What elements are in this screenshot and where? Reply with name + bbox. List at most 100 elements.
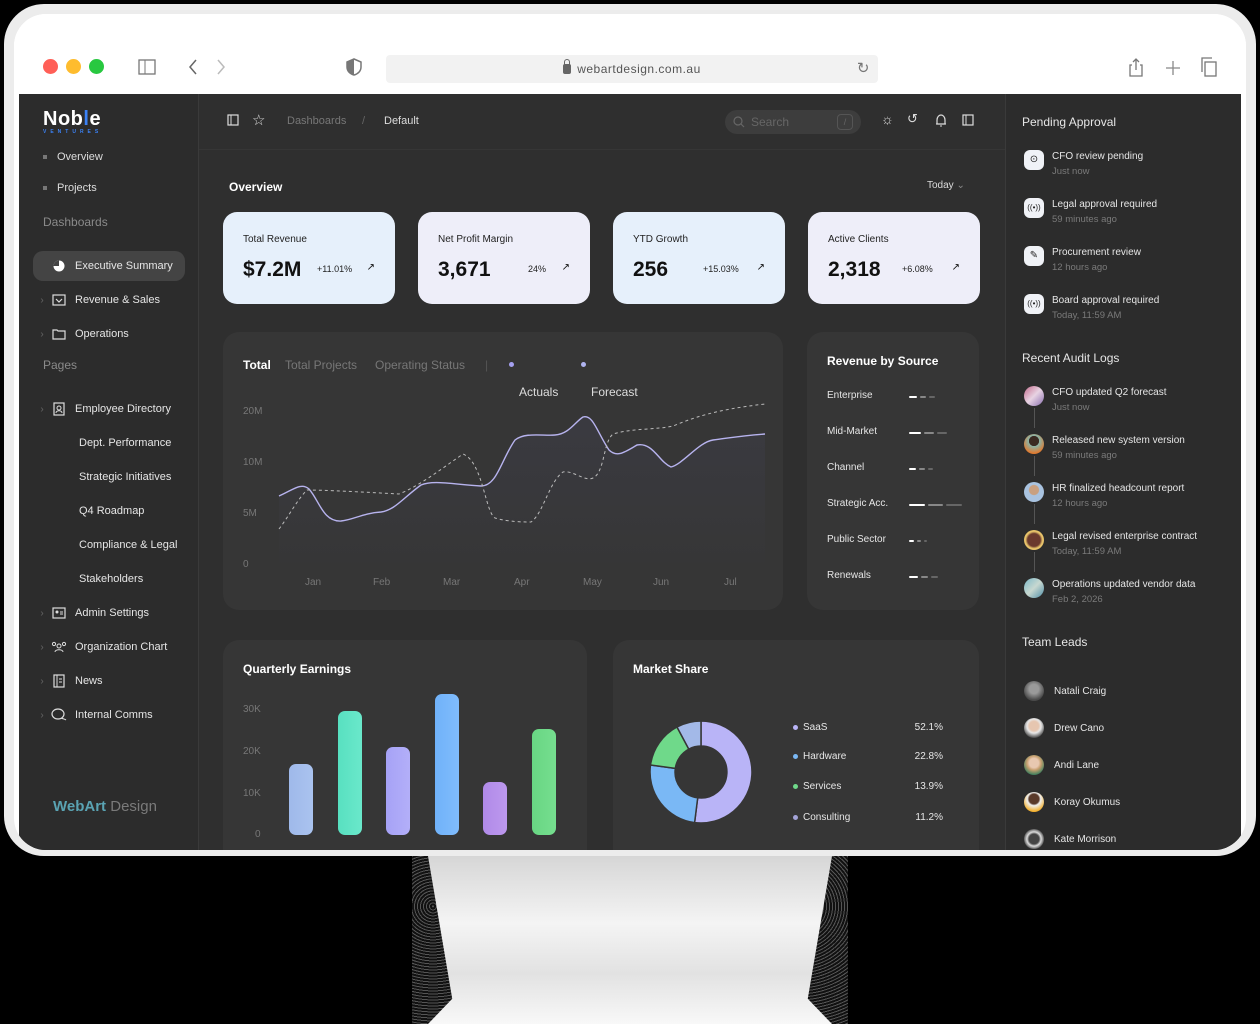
right-panel-toggle-icon[interactable]	[962, 114, 974, 126]
legend-forecast: Forecast	[581, 359, 638, 399]
audit-item[interactable]: Operations updated vendor data Feb 2, 202…	[1024, 578, 1234, 612]
reload-icon[interactable]: ↻	[856, 60, 870, 77]
chat-icon	[51, 708, 67, 722]
source-bars	[909, 396, 935, 399]
sidebar-item-dept-performance[interactable]: Dept. Performance	[79, 437, 172, 449]
chevron-right-icon: ›	[40, 709, 44, 721]
sidebar: Noble VENTURES Overview Projects Dashboa…	[19, 94, 199, 850]
close-window-button[interactable]	[43, 59, 58, 74]
panel-toggle-icon[interactable]	[227, 114, 239, 126]
logo[interactable]: Noble VENTURES	[43, 108, 103, 135]
bar[interactable]	[435, 694, 459, 835]
y-tick: 10K	[243, 788, 261, 799]
maximize-window-button[interactable]	[89, 59, 104, 74]
sidebar-item-operations[interactable]: › Operations	[33, 319, 185, 349]
audit-item[interactable]: Legal revised enterprise contract Today, …	[1024, 530, 1234, 564]
bar[interactable]	[338, 711, 362, 835]
stat-card-active-clients[interactable]: Active Clients 2,318 +6.08% ↗	[808, 212, 980, 304]
tabs-overview-icon[interactable]	[1200, 57, 1218, 77]
sidebar-item-revenue-sales[interactable]: › Revenue & Sales	[33, 285, 185, 315]
x-tick: Apr	[514, 577, 530, 588]
legend-actuals: Actuals	[509, 359, 558, 399]
tab-total[interactable]: Total	[243, 358, 271, 372]
sidebar-item-admin-settings[interactable]: › Admin Settings	[33, 598, 185, 628]
history-icon[interactable]: ↺	[907, 111, 918, 126]
audit-item[interactable]: CFO updated Q2 forecast Just now	[1024, 386, 1234, 420]
bar[interactable]	[386, 747, 410, 835]
bar[interactable]	[289, 764, 313, 835]
pending-item[interactable]: ((•)) Board approval required Today, 11:59…	[1024, 294, 1234, 328]
new-tab-icon[interactable]	[1166, 61, 1180, 75]
pages-heading: Pages	[43, 358, 78, 372]
line-chart-plot[interactable]	[223, 332, 783, 610]
source-row: Public Sector	[827, 534, 886, 545]
x-tick: Feb	[373, 577, 391, 588]
team-lead-item[interactable]: Andi Lane	[1024, 755, 1099, 775]
pending-item[interactable]: ⊙ CFO review pending Just now	[1024, 150, 1234, 184]
audit-logs-title: Recent Audit Logs	[1022, 351, 1120, 365]
nav-projects[interactable]: Projects	[43, 182, 97, 194]
sidebar-item-executive-summary[interactable]: Executive Summary	[33, 251, 185, 281]
search-icon	[733, 116, 745, 128]
timeline-connector	[1034, 504, 1035, 524]
share-icon[interactable]	[1128, 58, 1144, 78]
sidebar-item-employee-directory[interactable]: › Employee Directory	[33, 394, 185, 424]
donut-chart[interactable]	[649, 720, 753, 824]
avatar	[1024, 578, 1044, 598]
stat-card-total-revenue[interactable]: Total Revenue $7.2M +11.01% ↗	[223, 212, 395, 304]
team-lead-item[interactable]: Koray Okumus	[1024, 792, 1120, 812]
stat-card-net-profit-margin[interactable]: Net Profit Margin 3,671 24% ↗	[418, 212, 590, 304]
sidebar-item-organization-chart[interactable]: › Organization Chart	[33, 632, 185, 662]
legend-row-services: Services 13.9%	[793, 781, 943, 792]
star-icon[interactable]: ☆	[252, 112, 266, 129]
audit-item[interactable]: Released new system version 59 minutes ag…	[1024, 434, 1234, 468]
avatar	[1024, 829, 1044, 849]
sidebar-toggle-icon[interactable]	[138, 59, 156, 75]
market-share-card: Market Share SaaS 52.1% Hardware 22.8% Ser…	[613, 640, 979, 850]
team-lead-item[interactable]: Drew Cano	[1024, 718, 1104, 738]
bar[interactable]	[532, 729, 556, 835]
minimize-window-button[interactable]	[66, 59, 81, 74]
sidebar-item-compliance-legal[interactable]: Compliance & Legal	[79, 539, 178, 551]
sidebar-item-stakeholders[interactable]: Stakeholders	[79, 573, 144, 585]
avatar	[1024, 755, 1044, 775]
bell-icon[interactable]	[935, 114, 947, 127]
forward-icon[interactable]	[216, 58, 226, 76]
sidebar-item-strategic-initiatives[interactable]: Strategic Initiatives	[79, 471, 172, 483]
back-icon[interactable]	[188, 58, 198, 76]
address-bar[interactable]: webartdesign.com.au ↻	[386, 55, 878, 83]
line-chart-card: Total Total Projects Operating Status | …	[223, 332, 783, 610]
browser-window: webartdesign.com.au ↻ Noble VENTURES Ove…	[14, 14, 1246, 850]
legend-dot	[793, 724, 798, 730]
breadcrumb-dashboards[interactable]: Dashboards	[287, 115, 347, 127]
y-tick: 10M	[243, 457, 263, 468]
avatar	[1024, 681, 1044, 701]
team-lead-item[interactable]: Natali Craig	[1024, 681, 1106, 701]
shield-icon[interactable]	[346, 58, 362, 76]
legend-dot	[793, 783, 798, 789]
sidebar-item-internal-comms[interactable]: › Internal Comms	[33, 700, 185, 730]
nav-overview[interactable]: Overview	[43, 151, 103, 163]
stat-card-ytd-growth[interactable]: YTD Growth 256 +15.03% ↗	[613, 212, 785, 304]
search-input[interactable]: Search /	[725, 110, 861, 134]
audit-item[interactable]: HR finalized headcount report 12 hours ag…	[1024, 482, 1234, 516]
pending-item[interactable]: ((•)) Legal approval required 59 minutes a…	[1024, 198, 1234, 232]
pending-item[interactable]: ✎ Procurement review 12 hours ago	[1024, 246, 1234, 280]
tab-total-projects[interactable]: Total Projects	[285, 358, 358, 372]
sun-icon[interactable]: ☼	[881, 111, 894, 127]
team-lead-item[interactable]: Kate Morrison	[1024, 829, 1116, 849]
right-panel: Pending Approval ⊙ CFO review pending Just…	[1005, 94, 1241, 850]
alert-circle-icon: ⊙	[1024, 150, 1044, 170]
y-tick: 20K	[243, 746, 261, 757]
sidebar-item-q4-roadmap[interactable]: Q4 Roadmap	[79, 505, 145, 517]
tab-operating-status[interactable]: Operating Status	[375, 358, 466, 372]
avatar	[1024, 530, 1044, 550]
timeline-connector	[1034, 456, 1035, 476]
range-dropdown[interactable]: Today ⌄	[927, 180, 965, 191]
chevron-right-icon: ›	[40, 328, 44, 340]
broadcast-icon: ((•))	[1024, 198, 1044, 218]
bar[interactable]	[483, 782, 507, 835]
sidebar-item-news[interactable]: › News	[33, 666, 185, 696]
x-tick: May	[583, 577, 602, 588]
id-card-icon	[51, 606, 67, 620]
